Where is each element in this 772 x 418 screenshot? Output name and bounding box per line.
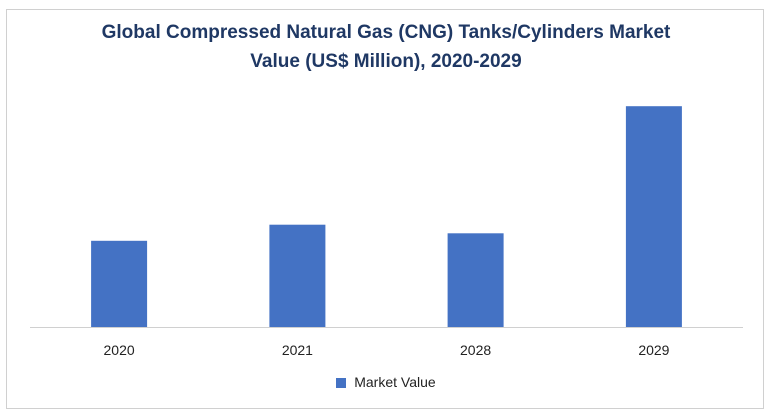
bar-2028 — [447, 233, 504, 327]
legend: Market Value — [0, 374, 772, 390]
bar-2021 — [269, 224, 326, 327]
x-tick-label-2021: 2021 — [282, 342, 313, 358]
legend-label: Market Value — [354, 374, 436, 390]
chart-title-line-1: Global Compressed Natural Gas (CNG) Tank… — [101, 22, 671, 43]
bar-2020 — [91, 240, 148, 327]
x-tick-label-2028: 2028 — [460, 342, 491, 358]
legend-swatch — [336, 378, 347, 388]
chart-title-line-2: Value (US$ Million), 2020-2029 — [250, 51, 522, 72]
bars-layer — [91, 106, 682, 327]
x-tick-label-2029: 2029 — [638, 342, 669, 358]
chart-title: Global Compressed Natural Gas (CNG) Tank… — [0, 18, 772, 76]
bar-2029 — [625, 106, 682, 327]
x-tick-label-2020: 2020 — [104, 342, 135, 358]
x-tick-labels: 2020 2021 2028 2029 — [104, 342, 670, 358]
